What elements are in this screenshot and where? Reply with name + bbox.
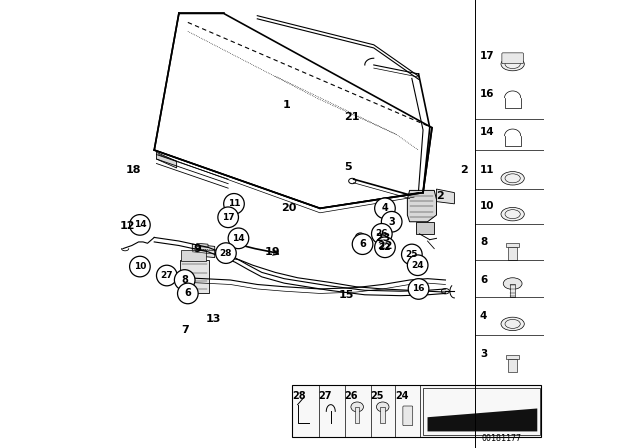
FancyBboxPatch shape (180, 260, 209, 293)
FancyBboxPatch shape (292, 385, 541, 437)
Text: 21: 21 (344, 112, 360, 122)
Text: 20: 20 (281, 203, 296, 213)
Polygon shape (428, 409, 538, 431)
Text: 5: 5 (344, 162, 351, 172)
Polygon shape (407, 190, 436, 222)
Text: 18: 18 (125, 165, 141, 175)
Polygon shape (196, 243, 208, 247)
Circle shape (374, 237, 396, 258)
Text: 16: 16 (412, 284, 425, 293)
Text: 6: 6 (184, 289, 191, 298)
Polygon shape (416, 222, 435, 234)
Text: 14: 14 (134, 220, 146, 229)
Circle shape (228, 228, 249, 249)
FancyBboxPatch shape (508, 247, 517, 260)
Text: 8: 8 (480, 237, 487, 247)
Text: 4: 4 (381, 203, 388, 213)
Text: 26: 26 (344, 391, 358, 401)
FancyBboxPatch shape (510, 284, 515, 297)
Polygon shape (192, 244, 214, 258)
Text: 2: 2 (460, 165, 468, 175)
Text: 24: 24 (412, 261, 424, 270)
FancyBboxPatch shape (502, 53, 524, 64)
Ellipse shape (501, 57, 524, 71)
Text: 27: 27 (161, 271, 173, 280)
Polygon shape (423, 388, 540, 435)
Text: 16: 16 (480, 89, 495, 99)
Text: 6: 6 (480, 275, 487, 285)
Text: 27: 27 (318, 391, 332, 401)
Text: 3: 3 (388, 217, 395, 227)
Text: 3: 3 (480, 349, 487, 359)
Circle shape (401, 244, 422, 265)
FancyBboxPatch shape (403, 406, 413, 426)
Text: 28: 28 (220, 249, 232, 258)
Circle shape (218, 207, 239, 228)
Ellipse shape (376, 402, 389, 412)
Text: 26: 26 (376, 229, 388, 238)
Text: 25: 25 (370, 391, 383, 401)
Text: 14: 14 (232, 234, 244, 243)
Text: 17: 17 (222, 213, 234, 222)
Text: 10: 10 (480, 201, 495, 211)
Text: 7: 7 (182, 325, 189, 335)
Text: 10: 10 (134, 262, 146, 271)
Ellipse shape (355, 233, 365, 242)
Circle shape (381, 211, 402, 232)
Circle shape (408, 255, 428, 276)
Text: 2: 2 (436, 191, 444, 201)
Text: 00181177: 00181177 (481, 434, 521, 443)
Text: 14: 14 (480, 127, 495, 137)
Ellipse shape (442, 289, 449, 294)
Text: 12: 12 (120, 221, 135, 231)
Ellipse shape (501, 317, 524, 331)
Text: 11: 11 (228, 199, 240, 208)
Circle shape (156, 265, 177, 286)
Ellipse shape (349, 178, 356, 184)
Text: 25: 25 (406, 250, 418, 259)
FancyBboxPatch shape (181, 250, 205, 261)
Text: 8: 8 (181, 275, 188, 285)
Text: 1: 1 (282, 100, 291, 110)
Circle shape (408, 279, 429, 299)
Ellipse shape (351, 402, 364, 412)
Text: 17: 17 (480, 51, 495, 61)
FancyBboxPatch shape (380, 407, 385, 422)
Text: 24: 24 (395, 391, 408, 401)
Ellipse shape (501, 172, 524, 185)
Circle shape (177, 283, 198, 304)
Text: 19: 19 (264, 247, 280, 257)
Circle shape (224, 194, 244, 214)
Circle shape (352, 234, 373, 254)
FancyBboxPatch shape (506, 243, 520, 247)
Text: 28: 28 (292, 391, 305, 401)
Text: 4: 4 (480, 311, 487, 321)
Circle shape (129, 256, 150, 277)
Text: 15: 15 (339, 290, 354, 300)
Circle shape (374, 198, 396, 219)
Text: 22: 22 (377, 241, 393, 250)
Polygon shape (156, 152, 177, 168)
Circle shape (129, 215, 150, 235)
FancyBboxPatch shape (508, 359, 517, 372)
Polygon shape (436, 189, 454, 204)
Text: 11: 11 (480, 165, 495, 175)
Circle shape (371, 224, 392, 244)
Circle shape (174, 270, 195, 290)
Text: 22: 22 (379, 243, 391, 252)
FancyBboxPatch shape (355, 407, 360, 422)
Ellipse shape (501, 207, 524, 221)
Text: 13: 13 (205, 314, 221, 324)
FancyBboxPatch shape (506, 355, 520, 359)
Text: 23: 23 (375, 233, 390, 243)
Circle shape (216, 243, 236, 263)
Text: 6: 6 (359, 239, 366, 249)
Text: 9: 9 (193, 244, 201, 254)
Ellipse shape (503, 278, 522, 289)
